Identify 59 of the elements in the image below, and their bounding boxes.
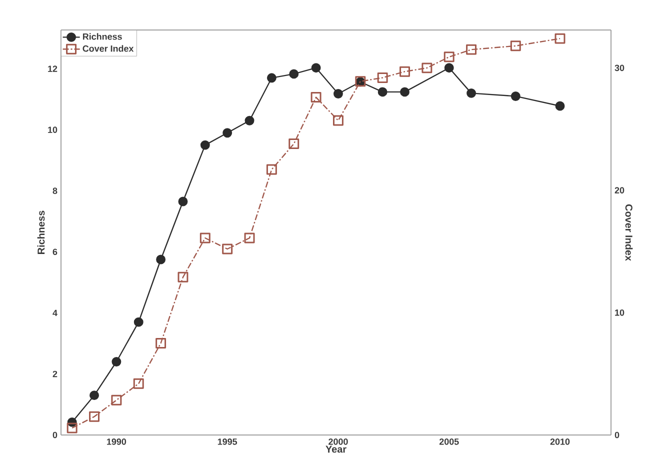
point	[311, 63, 321, 73]
point	[89, 411, 100, 422]
point	[333, 89, 343, 99]
x-tick-label: 2000	[328, 438, 348, 445]
y-tick-label: 12	[48, 66, 58, 72]
x-tick-label: 1990	[107, 438, 126, 445]
point	[178, 196, 188, 206]
legend-label: Richness	[82, 33, 122, 40]
point	[378, 87, 388, 97]
point	[554, 33, 566, 44]
x-tick-label: 1995	[218, 438, 238, 445]
x-tick-label: 2005	[439, 438, 459, 445]
y-tick-label: 8	[52, 188, 58, 194]
y-axis-title: Richness	[37, 210, 45, 254]
point	[377, 72, 388, 83]
y-tick-label: 6	[52, 248, 58, 256]
y-tick-label: 2	[52, 370, 58, 378]
x-axis-title: Year	[326, 446, 346, 453]
point	[200, 140, 210, 150]
point	[400, 66, 410, 77]
point	[510, 40, 521, 52]
point	[134, 317, 144, 327]
point	[466, 88, 476, 98]
point	[90, 390, 99, 400]
point	[444, 63, 454, 73]
point	[510, 91, 520, 101]
point	[178, 272, 188, 282]
point	[400, 87, 410, 97]
y2-tick-label: 10	[615, 309, 624, 316]
point	[66, 422, 78, 434]
point	[112, 357, 122, 366]
point	[422, 62, 432, 74]
point	[289, 69, 299, 79]
y2-tick-label: 20	[614, 187, 624, 194]
y-tick-label: 0	[52, 432, 58, 438]
point	[244, 232, 255, 244]
y-tick-label: 10	[48, 126, 58, 133]
point	[555, 101, 565, 111]
y2-tick-label: 0	[614, 432, 620, 438]
y2-axis-title: Cover Index	[625, 204, 633, 261]
legend-label: Cover Index	[82, 45, 134, 52]
point	[156, 338, 166, 348]
point	[444, 52, 454, 62]
point	[200, 232, 210, 244]
y2-tick-label: 30	[614, 64, 624, 72]
point	[288, 138, 300, 150]
point	[222, 244, 233, 254]
point	[222, 128, 232, 138]
point	[156, 254, 166, 264]
x-tick-label: 2010	[550, 438, 570, 445]
point	[111, 394, 122, 406]
point	[332, 115, 344, 126]
y-tick-label: 4	[52, 310, 58, 316]
point	[266, 73, 276, 83]
point	[266, 164, 277, 175]
point	[244, 116, 254, 126]
point	[310, 92, 322, 103]
point	[133, 378, 144, 389]
point	[466, 44, 477, 55]
